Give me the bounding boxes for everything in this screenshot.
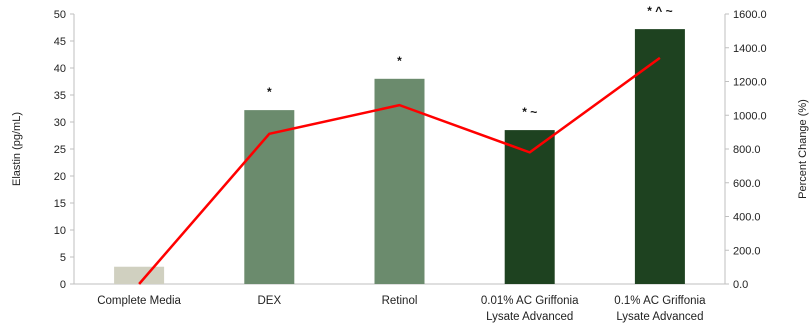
y-tick-label: 35 xyxy=(54,90,66,102)
y2-axis-title: Percent Change (%) xyxy=(797,99,809,199)
significance-label: * ~ xyxy=(522,105,537,119)
y-tick-label: 15 xyxy=(54,198,66,210)
x-category-label: Lysate Advanced xyxy=(616,311,703,323)
y-tick-label: 45 xyxy=(54,36,66,48)
y-tick-label: 40 xyxy=(54,63,66,75)
y-tick-label: 30 xyxy=(54,117,66,129)
y-axis-title: Elastin (pg/mL) xyxy=(11,112,23,186)
x-category-label: 0.01% AC Griffonia xyxy=(481,295,579,307)
y2-tick-label: 1000.0 xyxy=(733,110,767,122)
bar xyxy=(504,130,555,284)
x-category-label: DEX xyxy=(257,295,281,307)
y2-tick-label: 800.0 xyxy=(733,144,761,156)
y-tick-label: 5 xyxy=(60,252,66,264)
y2-tick-label: 600.0 xyxy=(733,178,761,190)
significance-label: * xyxy=(397,54,402,68)
y2-tick-label: 0.0 xyxy=(733,279,748,291)
y2-tick-label: 1400.0 xyxy=(733,43,767,55)
y2-tick-label: 1600.0 xyxy=(733,9,767,21)
bar xyxy=(374,78,425,284)
significance-label: * xyxy=(267,85,272,99)
significance-label: * ^ ~ xyxy=(647,4,672,18)
y-tick-label: 10 xyxy=(54,225,66,237)
x-category-label: 0.1% AC Griffonia xyxy=(614,295,706,307)
y2-tick-label: 1200.0 xyxy=(733,77,767,89)
y-tick-label: 20 xyxy=(54,171,66,183)
bar xyxy=(634,29,685,285)
bar xyxy=(244,110,295,285)
x-category-label: Lysate Advanced xyxy=(486,311,573,323)
y-tick-label: 25 xyxy=(54,144,66,156)
y2-tick-label: 400.0 xyxy=(733,212,761,224)
y2-tick-label: 200.0 xyxy=(733,245,761,257)
x-category-label: Complete Media xyxy=(97,295,181,307)
y-tick-label: 0 xyxy=(60,279,66,291)
x-category-label: Retinol xyxy=(382,295,418,307)
bar xyxy=(114,266,165,284)
y-tick-label: 50 xyxy=(54,9,66,21)
